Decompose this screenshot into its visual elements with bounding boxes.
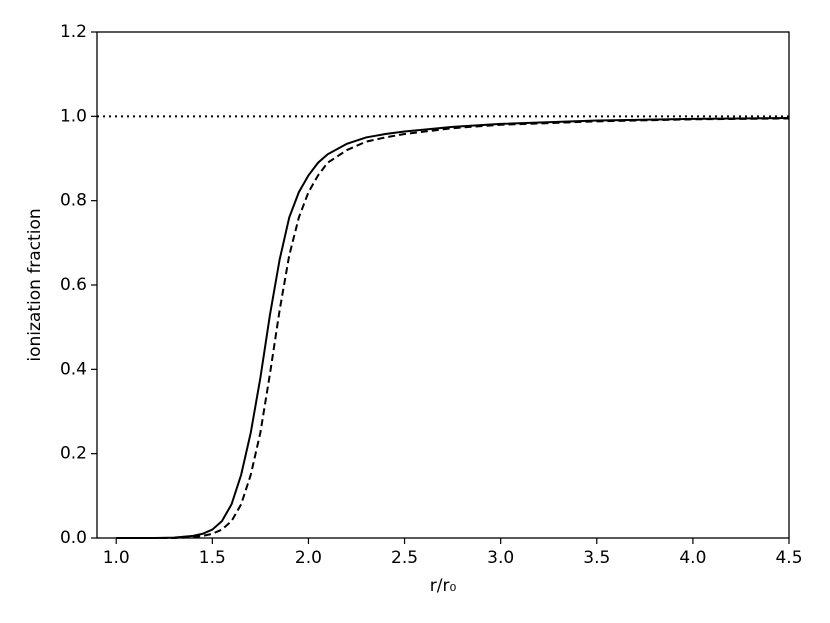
line-series bbox=[116, 117, 790, 539]
y-tick-label: 0.6 bbox=[60, 275, 87, 295]
y-tick-label: 1.2 bbox=[60, 22, 87, 42]
y-tick-label: 1.0 bbox=[60, 106, 87, 126]
x-tick-label: 2.0 bbox=[295, 548, 322, 568]
y-axis-label: ionization fraction bbox=[25, 208, 45, 361]
x-tick-label: 3.5 bbox=[583, 548, 610, 568]
y-tick-label: 0.0 bbox=[60, 528, 87, 548]
plot-frame bbox=[96, 31, 790, 539]
y-tick-label: 0.8 bbox=[60, 191, 87, 211]
x-tick-label: 1.0 bbox=[103, 548, 130, 568]
x-tick-label: 4.5 bbox=[775, 548, 802, 568]
x-tick-label: 3.0 bbox=[487, 548, 514, 568]
x-tick-label: 4.0 bbox=[679, 548, 706, 568]
x-axis-label: r/r₀ bbox=[430, 576, 457, 596]
line-series bbox=[116, 117, 790, 539]
y-tick-label: 0.4 bbox=[60, 359, 87, 379]
x-tick-label: 2.5 bbox=[391, 548, 418, 568]
x-tick-label: 1.5 bbox=[199, 548, 226, 568]
y-tick-label: 0.2 bbox=[60, 444, 87, 464]
